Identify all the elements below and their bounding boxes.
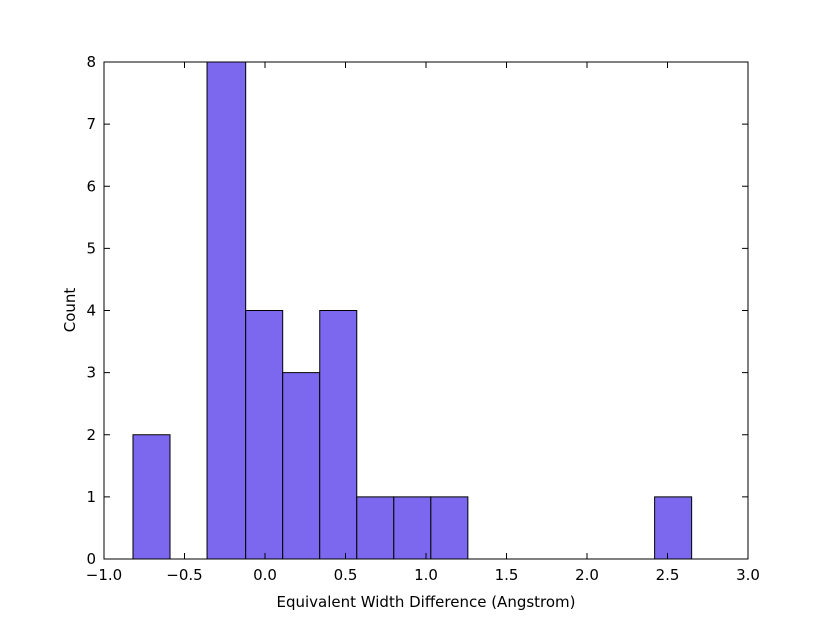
y-axis-label: Count [61,288,79,333]
x-axis-ticks: −1.0 −0.5 0.0 0.5 1.0 1.5 2.0 2.5 3.0 [86,62,760,584]
histogram-bar-4 [282,372,321,560]
histogram-bars [132,61,693,560]
histogram-bar-8 [430,496,469,560]
y-tick-label: 6 [86,177,96,195]
y-tick-label: 5 [86,239,96,257]
x-tick-label: 2.0 [575,566,599,584]
histogram-bar-7 [393,496,432,560]
y-tick-label: 4 [86,302,96,320]
histogram-bar-3 [245,310,284,560]
x-tick-label: 3.0 [736,566,760,584]
histogram-bar-5 [319,310,358,560]
x-tick-label: 1.0 [414,566,438,584]
histogram-bar-2 [206,61,247,560]
histogram-bar-0 [132,434,171,560]
y-tick-label: 1 [86,488,96,506]
histogram-bar-14 [654,496,693,560]
x-axis-label: Equivalent Width Difference (Angstrom) [276,593,575,611]
y-tick-label: 2 [86,426,96,444]
histogram-bar-6 [356,496,395,560]
y-tick-label: 0 [86,550,96,568]
x-tick-label: 0.5 [334,566,358,584]
x-tick-label: 1.5 [495,566,519,584]
y-tick-label: 7 [86,115,96,133]
y-tick-label: 3 [86,364,96,382]
x-tick-label: 0.0 [253,566,277,584]
y-tick-label: 8 [86,53,96,71]
y-axis-ticks: 0 1 2 3 4 5 6 7 8 [86,53,748,568]
x-tick-label: 2.5 [656,566,680,584]
plot-frame [103,61,749,560]
x-tick-label: −1.0 [86,566,122,584]
x-tick-label: −0.5 [166,566,202,584]
